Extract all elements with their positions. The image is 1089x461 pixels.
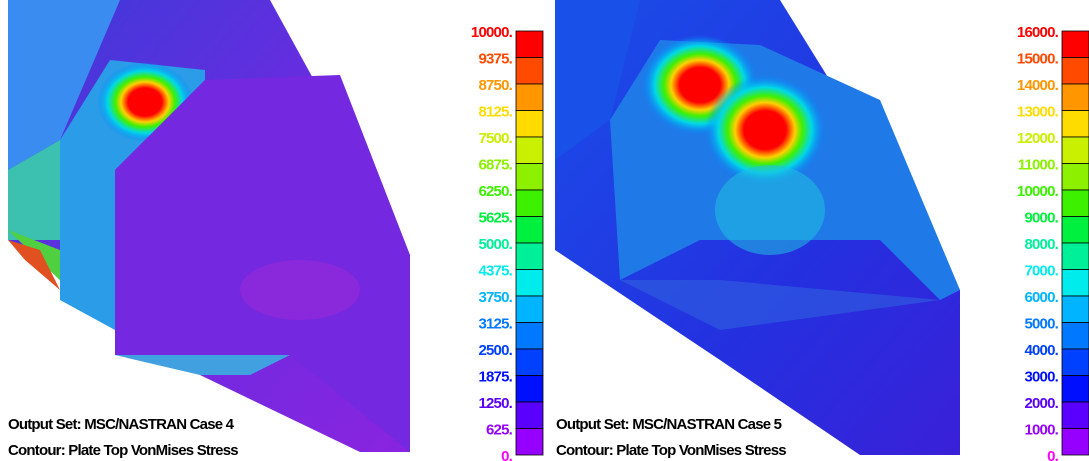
- legend-swatch: [516, 296, 543, 323]
- legend-label: 2000.: [1024, 395, 1058, 412]
- legend-swatch: [516, 243, 543, 270]
- legend-swatch: [516, 217, 543, 244]
- legend-swatch: [1062, 31, 1089, 58]
- legend-label: 625.: [486, 421, 513, 438]
- legend-label: 3000.: [1024, 368, 1058, 385]
- output-set: Output Set: MSC/NASTRAN Case 5: [556, 416, 782, 433]
- legend-label: 3750.: [478, 289, 512, 306]
- legend-swatch: [1062, 349, 1089, 376]
- legend-swatch: [516, 376, 543, 403]
- legend-label: 5625.: [478, 209, 512, 226]
- legend-label: 9375.: [478, 50, 512, 67]
- legend-label: 2500.: [478, 342, 512, 359]
- legend-swatch: [1062, 84, 1089, 111]
- legend-label: 1250.: [478, 395, 512, 412]
- legend-label: 14000.: [1017, 77, 1059, 94]
- legend-swatch: [1062, 270, 1089, 297]
- legend-swatch: [516, 31, 543, 58]
- legend-label: 11000.: [1018, 156, 1059, 173]
- legend-label: 10000.: [471, 24, 513, 41]
- legend-swatch: [1062, 111, 1089, 138]
- legend-label: 15000.: [1017, 50, 1059, 67]
- model-right: [555, 0, 960, 455]
- legend-label: 10000.: [1017, 183, 1059, 200]
- legend-label: 5000.: [1024, 315, 1058, 332]
- legend-swatch: [1062, 137, 1089, 164]
- legend-label: 8750.: [478, 77, 512, 94]
- legend-swatch: [1062, 164, 1089, 191]
- screen: 10000. 9375. 8750. 8125. 7500. 6875. 6250. 5625…: [0, 0, 1089, 461]
- legend-swatch: [1062, 402, 1089, 429]
- legend-label: 1875.: [478, 368, 512, 385]
- legend-label: 8000.: [1024, 236, 1058, 253]
- legend-swatch: [516, 429, 543, 456]
- legend-swatch: [1062, 58, 1089, 85]
- legend-swatch: [1062, 429, 1089, 456]
- legend-label: 8125.: [478, 103, 512, 120]
- legend-swatch: [516, 164, 543, 191]
- legend-swatch: [516, 270, 543, 297]
- legend-label: 5000.: [478, 236, 512, 253]
- legend-label: 0.: [1047, 448, 1059, 461]
- legend-swatch: [516, 111, 543, 138]
- legend-label: 16000.: [1017, 24, 1059, 41]
- legend-swatch: [516, 137, 543, 164]
- legend-label: 6250.: [478, 183, 512, 200]
- legend-swatch: [1062, 243, 1089, 270]
- legend-swatch: [516, 58, 543, 85]
- legend-swatch: [1062, 190, 1089, 217]
- contour: Contour: Plate Top VonMises Stress: [556, 442, 786, 459]
- legend-label: 1000.: [1024, 421, 1058, 438]
- legend-swatch: [516, 323, 543, 350]
- legend-swatch: [1062, 217, 1089, 244]
- legend-label: 4000.: [1024, 342, 1058, 359]
- legend-swatch: [516, 84, 543, 111]
- legend-swatch: [1062, 296, 1089, 323]
- legend-label: 0.: [501, 448, 513, 461]
- legend-label: 7500.: [478, 130, 512, 147]
- legend-label: 4375.: [478, 262, 512, 279]
- legend-swatch: [516, 349, 543, 376]
- legend-swatch: [1062, 376, 1089, 403]
- legend-label: 6000.: [1024, 289, 1058, 306]
- legend-label: 7000.: [1024, 262, 1058, 279]
- legend-label: 12000.: [1017, 130, 1059, 147]
- legend-swatch: [516, 190, 543, 217]
- legend-swatch: [516, 402, 543, 429]
- legend-label: 9000.: [1024, 209, 1058, 226]
- contour: Contour: Plate Top VonMises Stress: [8, 442, 238, 459]
- legend-label: 3125.: [478, 315, 512, 332]
- output-set: Output Set: MSC/NASTRAN Case 4: [8, 416, 235, 433]
- legend-swatch: [1062, 323, 1089, 350]
- model-left: [8, 0, 410, 452]
- legend-label: 13000.: [1017, 103, 1059, 120]
- legend-label: 6875.: [478, 156, 512, 173]
